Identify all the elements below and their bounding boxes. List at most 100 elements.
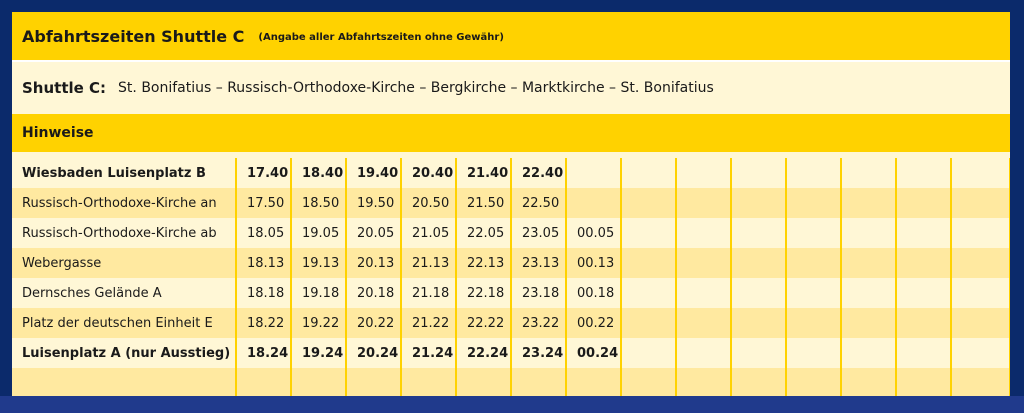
empty-cell (731, 218, 787, 248)
departure-time-cell: 18.22 (236, 308, 292, 338)
table-row: Russisch-Orthodoxe-Kirche ab 18.05 19.05 20… (12, 218, 1010, 248)
departure-time-cell: 21.50 (456, 188, 512, 218)
departure-time-cell (236, 368, 292, 398)
departure-time-cell: 20.24 (346, 338, 402, 368)
empty-cell (951, 368, 1010, 398)
empty-cell (621, 338, 677, 368)
departure-time-cell: 20.05 (346, 218, 402, 248)
empty-cell (676, 338, 732, 368)
stop-name-cell: Russisch-Orthodoxe-Kirche an (12, 188, 237, 218)
empty-cell (786, 158, 842, 188)
departure-time-cell: 23.22 (511, 308, 567, 338)
empty-cell (951, 248, 1010, 278)
timetable-panel: Abfahrtszeiten Shuttle C (Angabe aller A… (12, 12, 1010, 398)
departure-time-cell: 23.13 (511, 248, 567, 278)
empty-cell (731, 248, 787, 278)
departure-time-cell: 18.50 (291, 188, 347, 218)
empty-cell (896, 188, 952, 218)
departure-time-cell: 21.40 (456, 158, 512, 188)
departure-time-cell: 19.24 (291, 338, 347, 368)
stop-name-cell: Russisch-Orthodoxe-Kirche ab (12, 218, 237, 248)
departure-time-cell: 00.13 (566, 248, 622, 278)
empty-cell (896, 338, 952, 368)
departure-time-cell: 22.13 (456, 248, 512, 278)
empty-cell (951, 158, 1010, 188)
hints-bar: Hinweise (12, 114, 1010, 152)
departure-time-cell: 18.24 (236, 338, 292, 368)
empty-cell (896, 308, 952, 338)
empty-cell (731, 368, 787, 398)
empty-cell (786, 368, 842, 398)
departure-time-cell: 18.40 (291, 158, 347, 188)
stop-name-cell: Webergasse (12, 248, 237, 278)
departure-time-cell (566, 188, 622, 218)
departure-time-cell: 22.50 (511, 188, 567, 218)
empty-cell (676, 308, 732, 338)
empty-cell (841, 218, 897, 248)
departure-time-cell: 19.50 (346, 188, 402, 218)
empty-cell (841, 188, 897, 218)
departure-time-cell: 17.50 (236, 188, 292, 218)
departure-time-cell: 18.18 (236, 278, 292, 308)
departure-time-cell (566, 158, 622, 188)
departure-time-cell: 00.18 (566, 278, 622, 308)
disclaimer-note: (Angabe aller Abfahrtszeiten ohne Gewähr… (258, 31, 504, 43)
departure-time-cell: 22.24 (456, 338, 512, 368)
empty-cell (786, 278, 842, 308)
empty-cell (786, 218, 842, 248)
departure-time-cell: 18.05 (236, 218, 292, 248)
departure-time-cell (511, 368, 567, 398)
stop-name-cell: Wiesbaden Luisenplatz B (12, 158, 237, 188)
schedule-table: Wiesbaden Luisenplatz B 17.40 18.40 19.40 20… (12, 158, 1010, 398)
empty-cell (841, 368, 897, 398)
empty-cell (841, 338, 897, 368)
departure-time-cell: 22.18 (456, 278, 512, 308)
empty-cell (951, 338, 1010, 368)
departure-time-cell: 19.18 (291, 278, 347, 308)
empty-cell (951, 278, 1010, 308)
departure-time-cell: 21.18 (401, 278, 457, 308)
schedule-body: Wiesbaden Luisenplatz B 17.40 18.40 19.40 20… (12, 158, 1010, 398)
departure-time-cell: 00.22 (566, 308, 622, 338)
departure-time-cell: 20.50 (401, 188, 457, 218)
stop-name-cell: Dernsches Gelände A (12, 278, 237, 308)
empty-cell (896, 218, 952, 248)
table-row: Webergasse 18.13 19.13 20.13 21.13 22.13 23.13… (12, 248, 1010, 278)
empty-cell (621, 278, 677, 308)
departure-time-cell: 19.05 (291, 218, 347, 248)
stop-name-cell: Luisenplatz A (nur Ausstieg) (12, 338, 237, 368)
departure-time-cell: 18.13 (236, 248, 292, 278)
departure-time-cell: 21.24 (401, 338, 457, 368)
empty-cell (951, 188, 1010, 218)
departure-time-cell: 21.13 (401, 248, 457, 278)
table-row: Wiesbaden Luisenplatz B 17.40 18.40 19.40 20… (12, 158, 1010, 188)
table-row (12, 368, 1010, 398)
empty-cell (786, 338, 842, 368)
route-text: St. Bonifatius – Russisch-Orthodoxe-Kirc… (118, 80, 714, 96)
empty-cell (841, 308, 897, 338)
departure-time-cell: 21.22 (401, 308, 457, 338)
empty-cell (621, 368, 677, 398)
empty-cell (841, 158, 897, 188)
empty-cell (676, 218, 732, 248)
departure-time-cell: 19.40 (346, 158, 402, 188)
departure-time-cell (566, 368, 622, 398)
empty-cell (676, 248, 732, 278)
departure-time-cell (346, 368, 402, 398)
stop-name-cell: Platz der deutschen Einheit E (12, 308, 237, 338)
departure-time-cell: 22.05 (456, 218, 512, 248)
departure-time-cell: 20.40 (401, 158, 457, 188)
empty-cell (676, 188, 732, 218)
departure-time-cell: 20.18 (346, 278, 402, 308)
departure-time-cell: 23.05 (511, 218, 567, 248)
departure-time-cell: 00.24 (566, 338, 622, 368)
departure-time-cell: 19.13 (291, 248, 347, 278)
departure-time-cell: 22.22 (456, 308, 512, 338)
table-row: Luisenplatz A (nur Ausstieg) 18.24 19.24 20… (12, 338, 1010, 368)
empty-cell (731, 188, 787, 218)
bottom-strip (0, 396, 1024, 413)
empty-cell (786, 248, 842, 278)
empty-cell (951, 218, 1010, 248)
empty-cell (621, 218, 677, 248)
departure-time-cell: 17.40 (236, 158, 292, 188)
